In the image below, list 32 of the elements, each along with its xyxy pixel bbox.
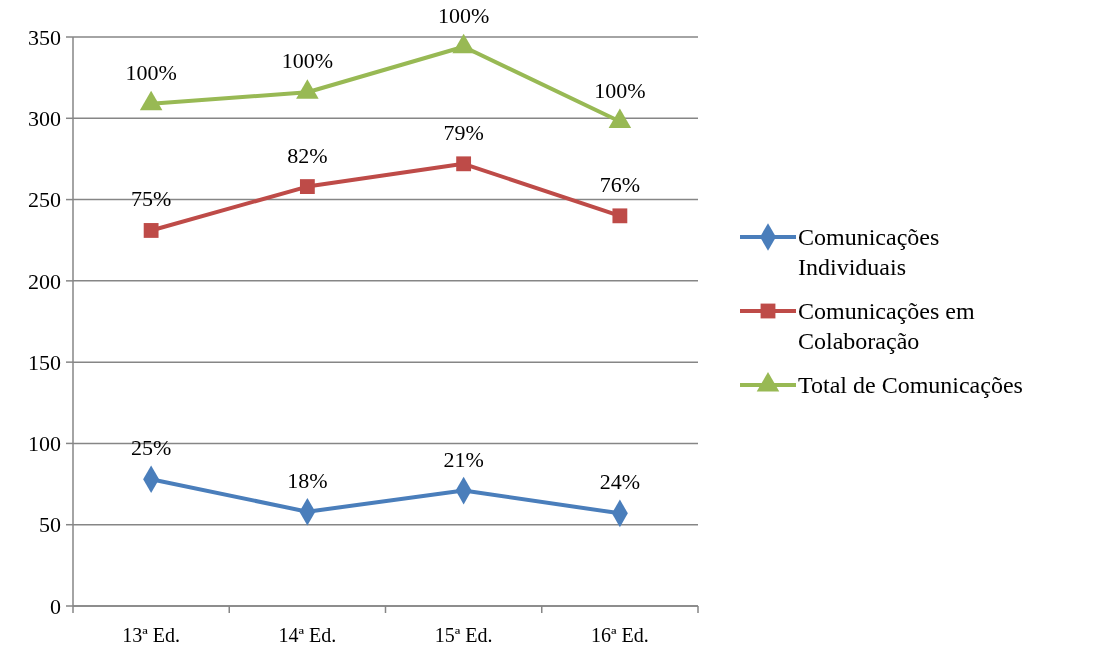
x-tick-label: 16ª Ed. bbox=[591, 624, 649, 646]
y-tick-label: 350 bbox=[28, 24, 61, 50]
x-tick-label: 15ª Ed. bbox=[434, 624, 493, 646]
y-tick-label: 250 bbox=[28, 187, 61, 213]
annotation: 18% bbox=[287, 467, 328, 493]
legend-label: Total de Comunicações bbox=[798, 372, 1023, 398]
y-tick-label: 200 bbox=[28, 268, 61, 294]
y-tick-label: 0 bbox=[50, 593, 61, 619]
annotation: 76% bbox=[599, 171, 641, 197]
x-tick-label: 13ª Ed. bbox=[122, 624, 180, 646]
x-tick-label: 14ª Ed. bbox=[278, 624, 337, 646]
y-tick-label: 100 bbox=[28, 431, 61, 457]
legend-label: Comunicações em Colaboração bbox=[798, 298, 975, 354]
point bbox=[139, 90, 163, 111]
annotation: 100% bbox=[281, 48, 334, 74]
y-tick-label: 50 bbox=[39, 512, 61, 538]
y-tick-label: 150 bbox=[28, 349, 61, 375]
annotation: 25% bbox=[130, 435, 172, 461]
annotation: 24% bbox=[599, 469, 641, 495]
y-tick-label: 300 bbox=[28, 105, 61, 131]
annotation: 75% bbox=[130, 186, 172, 212]
annotation: 100% bbox=[125, 59, 177, 85]
point bbox=[608, 108, 632, 129]
legend-label: Comunicações Individuais bbox=[798, 224, 940, 280]
point bbox=[452, 33, 475, 54]
point bbox=[143, 223, 159, 238]
annotation: 100% bbox=[437, 2, 490, 28]
annotation: 79% bbox=[443, 119, 484, 145]
annotation: 21% bbox=[443, 446, 484, 472]
annotation: 100% bbox=[594, 77, 646, 103]
point bbox=[296, 79, 319, 99]
annotation: 82% bbox=[287, 142, 328, 168]
